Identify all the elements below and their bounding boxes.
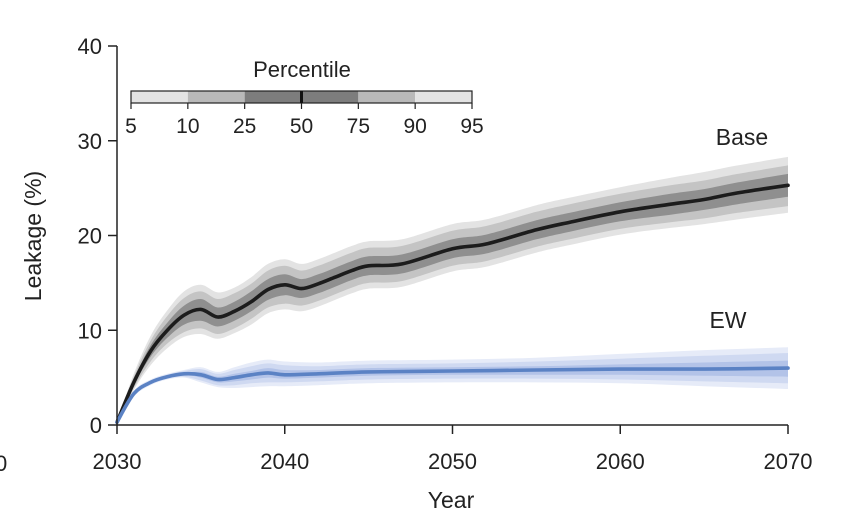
y-tick-label: 40 xyxy=(78,34,102,59)
y-axis-title: Leakage (%) xyxy=(20,171,46,301)
percentile-bands xyxy=(117,156,788,423)
band-base-p25-p75 xyxy=(117,173,788,423)
y-tick-label: 10 xyxy=(78,318,102,343)
legend-segment xyxy=(415,91,472,103)
legend-tick-label: 95 xyxy=(460,115,483,138)
series-label-ew: EW xyxy=(709,307,746,333)
series-label-base: Base xyxy=(716,124,768,150)
x-tick-label: 2070 xyxy=(764,449,813,474)
x-tick-label: 2040 xyxy=(260,449,309,474)
legend-segment xyxy=(358,91,416,103)
median-lines xyxy=(115,183,790,424)
median-line-ew xyxy=(115,366,790,424)
legend-tick-label: 5 xyxy=(125,115,137,138)
legend-color-bar xyxy=(130,90,473,104)
x-axis-title: Year xyxy=(428,487,475,513)
median-line-base xyxy=(115,183,790,424)
percentile-legend: Percentile 5 10 25 50 75 90 95 xyxy=(125,57,484,138)
y-axis-ticks: 0 10 20 30 40 xyxy=(78,34,117,438)
legend-tick-label: 10 xyxy=(176,115,199,138)
legend-segment xyxy=(131,91,188,103)
legend-segment xyxy=(244,91,302,103)
cropped-edge-glyph: 0 xyxy=(0,451,7,476)
x-tick-label: 2050 xyxy=(428,449,477,474)
x-tick-label: 2060 xyxy=(596,449,645,474)
legend-tick-label: 50 xyxy=(290,115,313,138)
legend-segment xyxy=(301,91,359,103)
legend-tick-label: 25 xyxy=(233,115,256,138)
legend-segment xyxy=(187,91,245,103)
y-tick-label: 20 xyxy=(78,224,102,249)
legend-tick-label: 90 xyxy=(403,115,426,138)
y-tick-label: 0 xyxy=(90,413,102,438)
legend-title: Percentile xyxy=(253,57,351,82)
legend-ticks: 5 10 25 50 75 90 95 xyxy=(125,103,484,138)
y-tick-label: 30 xyxy=(78,129,102,154)
x-axis-ticks: 2030 2040 2050 2060 2070 xyxy=(93,425,813,474)
legend-tick-label: 75 xyxy=(347,115,370,138)
x-tick-label: 2030 xyxy=(93,449,142,474)
